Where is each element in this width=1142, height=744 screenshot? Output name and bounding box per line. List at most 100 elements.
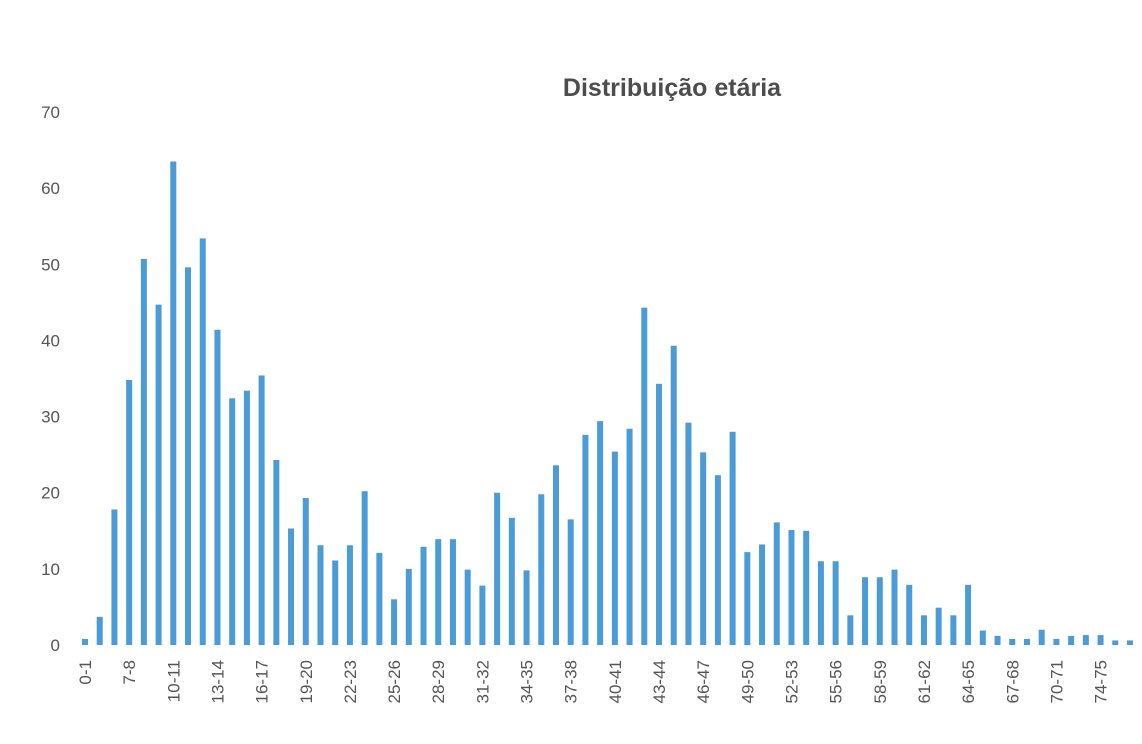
bar <box>979 630 986 645</box>
bar <box>82 638 88 645</box>
bar <box>140 258 147 645</box>
bar <box>229 398 236 645</box>
bar <box>965 584 972 645</box>
bar <box>582 434 589 645</box>
bar <box>346 545 353 645</box>
bar <box>361 491 368 645</box>
bar <box>155 304 162 645</box>
y-tick-label: 10 <box>41 560 60 579</box>
bar <box>891 569 898 645</box>
chart-title: Distribuição etária <box>563 74 782 102</box>
bar <box>1038 629 1045 645</box>
bar <box>803 530 810 645</box>
x-tick-label: 13-14 <box>208 660 227 703</box>
bar <box>862 577 869 645</box>
x-tick-label: 61-62 <box>915 660 934 703</box>
bar <box>1112 640 1119 645</box>
bar <box>994 635 1001 645</box>
y-tick-label: 20 <box>41 484 60 503</box>
x-tick-label: 40-41 <box>606 660 625 703</box>
bar <box>523 570 530 645</box>
bar <box>656 383 663 645</box>
bar <box>744 552 751 645</box>
bar <box>685 422 692 645</box>
x-tick-label: 74-75 <box>1092 660 1111 703</box>
x-tick-label: 64-65 <box>959 660 978 703</box>
bar <box>832 561 839 645</box>
x-tick-label: 46-47 <box>694 660 713 703</box>
bar <box>214 329 221 645</box>
bar <box>185 267 192 645</box>
bar <box>817 561 824 645</box>
bar <box>258 375 265 645</box>
y-tick-label: 40 <box>41 331 60 350</box>
bar <box>1082 635 1089 645</box>
bar <box>111 509 118 645</box>
bar <box>920 615 927 645</box>
bar <box>1127 640 1133 645</box>
bar <box>714 475 721 645</box>
y-tick-label: 70 <box>41 103 60 122</box>
y-tick-label: 60 <box>41 179 60 198</box>
bar <box>1023 638 1030 645</box>
x-tick-label: 34-35 <box>518 660 537 703</box>
bar <box>876 577 883 645</box>
x-tick-label: 16-17 <box>253 660 272 703</box>
bar <box>376 552 383 645</box>
bar <box>243 390 250 645</box>
bar <box>935 607 942 645</box>
bar <box>1068 635 1075 645</box>
y-tick-label: 50 <box>41 255 60 274</box>
x-tick-label: 49-50 <box>738 660 757 703</box>
x-tick-label: 22-23 <box>341 660 360 703</box>
bar <box>1053 638 1060 645</box>
bar <box>317 545 324 645</box>
bar <box>288 528 295 645</box>
x-tick-label: 0-1 <box>76 660 95 685</box>
bar <box>950 615 957 645</box>
bar <box>199 238 206 645</box>
bar <box>405 568 412 645</box>
bar <box>567 519 574 645</box>
bar <box>626 428 633 645</box>
bar <box>700 452 707 645</box>
bar <box>759 544 766 645</box>
x-tick-label: 67-68 <box>1003 660 1022 703</box>
x-tick-label: 31-32 <box>473 660 492 703</box>
x-tick-label: 52-53 <box>782 660 801 703</box>
bar <box>1097 635 1104 645</box>
bar <box>729 431 736 645</box>
y-tick-label: 30 <box>41 408 60 427</box>
bar <box>126 380 133 645</box>
bar <box>302 498 309 645</box>
x-tick-label: 43-44 <box>650 660 669 703</box>
bar <box>1009 638 1016 645</box>
y-tick-label: 0 <box>51 636 60 655</box>
bar <box>96 616 103 645</box>
bar <box>170 161 177 645</box>
bar <box>552 465 559 645</box>
bar <box>670 345 677 645</box>
bar <box>597 421 604 645</box>
bar <box>449 539 456 645</box>
bar <box>420 546 427 645</box>
bar <box>464 569 471 645</box>
bar <box>611 451 618 645</box>
bar <box>538 494 545 645</box>
bar <box>494 492 501 645</box>
bar <box>479 585 486 645</box>
x-tick-label: 10-11 <box>164 660 183 702</box>
bar <box>847 615 854 645</box>
x-tick-label: 55-56 <box>827 660 846 703</box>
bar <box>332 560 339 645</box>
bar <box>641 307 648 645</box>
x-tick-label: 70-71 <box>1047 660 1066 703</box>
x-tick-label: 37-38 <box>562 660 581 703</box>
x-tick-label: 7-8 <box>120 660 139 685</box>
bar <box>788 530 795 645</box>
bar <box>273 459 280 645</box>
x-tick-label: 28-29 <box>429 660 448 703</box>
bar <box>435 539 442 645</box>
x-tick-label: 19-20 <box>297 660 316 703</box>
